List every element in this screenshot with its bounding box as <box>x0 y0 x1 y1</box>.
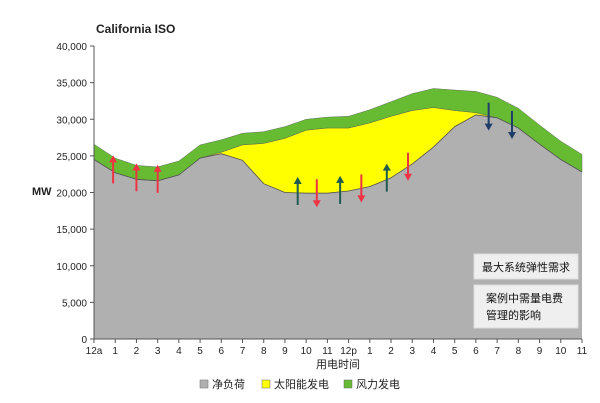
x-tick-label: 9 <box>537 346 543 357</box>
y-tick-label: 5,000 <box>62 298 87 309</box>
legend-label: 太阳能发电 <box>274 377 329 391</box>
x-tick-label: 6 <box>473 346 479 357</box>
x-axis-label: 用电时间 <box>316 358 360 371</box>
y-tick-label: 10,000 <box>56 262 87 273</box>
annotation-box-2: 案例中需量电费 管理的影响 <box>473 284 579 329</box>
x-tick-label: 3 <box>409 346 415 357</box>
x-tick-label: 6 <box>219 346 225 357</box>
annotation-box-1: 最大系统弹性需求 <box>473 253 579 280</box>
y-tick-label: 15,000 <box>56 225 87 236</box>
arrow-up <box>293 176 302 205</box>
series-area-0 <box>94 114 582 340</box>
legend: 净负荷 太阳能发电 风力发电 <box>199 377 400 391</box>
x-tick-label: 4 <box>176 346 182 357</box>
arrow-down <box>404 152 413 181</box>
y-tick-label: 35,000 <box>56 79 87 90</box>
legend-label: 风力发电 <box>356 377 400 391</box>
x-tick-label: 11 <box>322 346 333 357</box>
y-tick-label: 40,000 <box>56 42 87 53</box>
arrow-up <box>336 175 345 204</box>
y-tick-label: 30,000 <box>56 115 87 126</box>
x-tick-label: 1 <box>367 346 373 357</box>
x-tick-label: 10 <box>301 346 313 357</box>
legend-label: 净负荷 <box>212 377 245 391</box>
net-load-line <box>93 114 583 194</box>
y-ticks: 0 5,000 10,000 15,000 20,000 25,000 30,000 35,0… <box>56 42 94 346</box>
arrow-up <box>382 163 391 192</box>
legend-item-2: 风力发电 <box>343 377 400 391</box>
legend-item-1: 太阳能发电 <box>261 377 329 391</box>
arrow-up <box>109 155 118 184</box>
x-tick-label: 11 <box>577 346 588 357</box>
arrow-up <box>132 163 141 192</box>
legend-swatch <box>343 379 353 389</box>
x-tick-label: 12a <box>86 346 103 357</box>
legend-item-0: 净负荷 <box>199 377 245 391</box>
annotation-2: 案例中需量电费 <box>486 291 563 305</box>
arrow-down <box>484 102 493 131</box>
x-tick-label: 2 <box>134 346 140 357</box>
x-tick-label: 8 <box>516 346 522 357</box>
legend-swatch <box>261 379 271 389</box>
plot-areas <box>93 88 583 340</box>
x-tick-label: 8 <box>261 346 267 357</box>
arrow-up <box>153 164 162 193</box>
y-tick-label: 20,000 <box>56 189 87 200</box>
x-tick-label: 12p <box>340 346 357 357</box>
x-tick-label: 2 <box>388 346 394 357</box>
y-axis-label: MW <box>32 186 52 198</box>
arrows <box>109 102 516 208</box>
annotation-1: 最大系统弹性需求 <box>482 260 570 274</box>
x-tick-label: 10 <box>555 346 567 357</box>
y-tick-label: 0 <box>81 335 87 346</box>
x-tick-label: 5 <box>197 346 203 357</box>
x-tick-label: 7 <box>240 346 246 357</box>
arrow-down <box>357 174 366 203</box>
x-ticks: 12a 1 2 3 4 5 6 7 8 9 10 11 12p 1 2 3 4 5 6 7 8 9 10 11 <box>86 339 588 357</box>
x-tick-label: 3 <box>155 346 161 357</box>
y-tick-label: 25,000 <box>56 152 87 163</box>
annotation-3: 管理的影响 <box>486 308 541 322</box>
arrow-down <box>507 110 516 139</box>
x-tick-label: 9 <box>282 346 288 357</box>
x-tick-label: 4 <box>431 346 437 357</box>
x-tick-label: 7 <box>494 346 500 357</box>
x-tick-label: 5 <box>452 346 458 357</box>
legend-swatch <box>199 379 209 389</box>
chart-title: California ISO <box>96 22 175 36</box>
arrow-down <box>312 179 321 208</box>
x-tick-label: 1 <box>112 346 118 357</box>
